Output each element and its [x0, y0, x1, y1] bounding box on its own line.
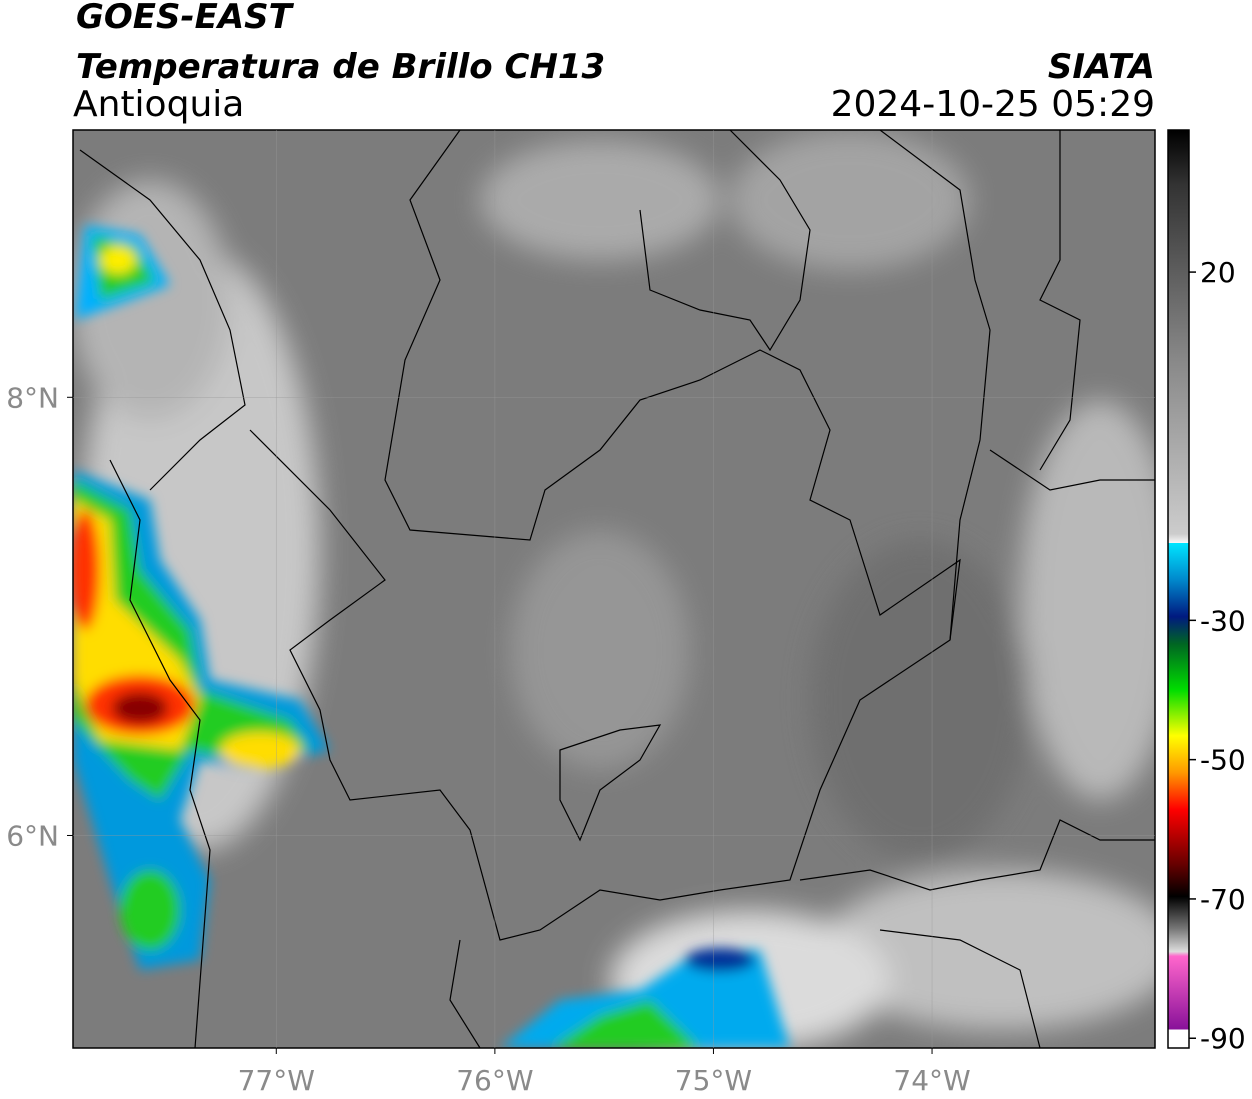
datetime: 2024-10-25 05:29	[831, 84, 1155, 125]
colorbar-label: -90	[1200, 1022, 1246, 1055]
colorbar-label: -30	[1200, 604, 1246, 637]
satellite-image	[73, 130, 1155, 1048]
source: SIATA	[1048, 47, 1155, 87]
colorbar-label: 20	[1200, 256, 1236, 289]
x-tick-label: 75°W	[675, 1064, 752, 1097]
colorbar-label: -50	[1200, 744, 1246, 777]
y-tick-label: 6°N	[6, 819, 59, 852]
x-tick-label: 76°W	[456, 1064, 533, 1097]
colorbar-label: -70	[1200, 883, 1246, 916]
colorbar	[1167, 129, 1190, 1049]
y-tick-label: 8°N	[6, 381, 59, 414]
subtitle: Temperatura de Brillo CH13	[76, 47, 605, 87]
region: Antioquia	[73, 84, 244, 125]
title: GOES-EAST	[76, 0, 295, 37]
map-frame	[72, 129, 1156, 1049]
x-tick-label: 77°W	[238, 1064, 315, 1097]
x-tick-label: 74°W	[893, 1064, 970, 1097]
